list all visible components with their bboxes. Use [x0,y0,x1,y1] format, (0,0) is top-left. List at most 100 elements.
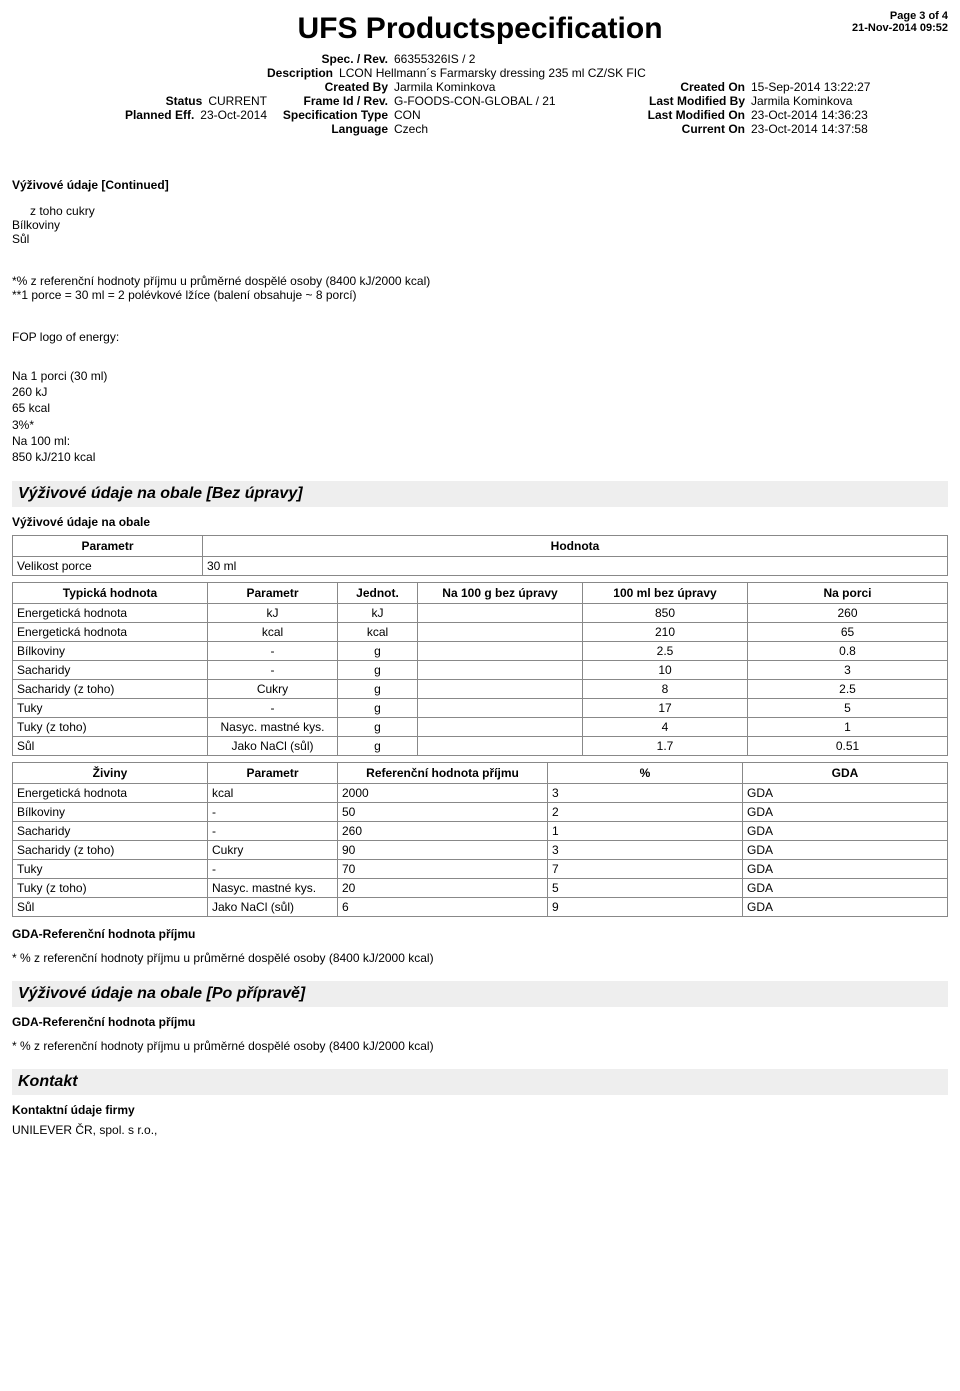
portion-size-table: Parametr Hodnota Velikost porce 30 ml [12,535,948,576]
table-cell: 70 [338,860,548,879]
table-cell: 1 [748,718,948,737]
table-cell: GDA [743,784,948,803]
section-heading-kontakt: Kontakt [12,1069,948,1095]
table-cell: Sacharidy (z toho) [13,841,208,860]
table-row: Sacharidy-g103 [13,661,948,680]
table-cell [418,623,583,642]
table-row: SůlJako NaCl (sůl)g1.70.51 [13,737,948,756]
table-cell: 2.5 [583,642,748,661]
table-cell: 9 [548,898,743,917]
body-line-1: z toho cukry [30,204,948,218]
table-cell: Energetická hodnota [13,784,208,803]
table-cell: Jako NaCl (sůl) [208,898,338,917]
page-title: UFS Productspecification [12,10,948,46]
table-cell: - [208,822,338,841]
created-on-label: Created On [637,80,749,94]
table-cell: Sacharidy [13,822,208,841]
table-cell: Nasyc. mastné kys. [208,718,338,737]
table-cell: 17 [583,699,748,718]
table-cell: 260 [748,604,948,623]
table-header: 100 ml bez úpravy [583,583,748,604]
table-row: Tuky (z toho)Nasyc. mastné kys.205GDA [13,879,948,898]
table-cell: g [338,699,418,718]
fop-line-6: 850 kJ/210 kcal [12,449,948,465]
table-cell: 50 [338,803,548,822]
table-row: Velikost porce 30 ml [13,557,948,576]
table-cell: 2000 [338,784,548,803]
table-cell: 2.5 [748,680,948,699]
reference-notes: *% z referenční hodnoty příjmu u průměrn… [12,274,948,302]
table-cell: 7 [548,860,743,879]
table-header: GDA [743,763,948,784]
table-cell: Energetická hodnota [13,623,208,642]
table-cell: 0.8 [748,642,948,661]
table-cell: GDA [743,879,948,898]
table-cell: GDA [743,860,948,879]
description-value: LCON Hellmann´s Farmarsky dressing 235 m… [337,66,646,80]
table-cell: g [338,718,418,737]
table-cell: Tuky (z toho) [13,718,208,737]
table-cell: 2 [548,803,743,822]
table-cell: Cukry [208,680,338,699]
table-cell: 5 [748,699,948,718]
table-cell: kcal [338,623,418,642]
portion-col-param: Parametr [13,536,203,557]
table-row: Energetická hodnotakJkJ850260 [13,604,948,623]
reference-note-1: *% z referenční hodnoty příjmu u průměrn… [12,274,948,288]
table-row: SůlJako NaCl (sůl)69GDA [13,898,948,917]
table-cell [418,737,583,756]
portion-row-value: 30 ml [203,557,948,576]
gda-note: * % z referenční hodnoty příjmu u průměr… [12,951,948,965]
table-row: Sacharidy (z toho)Cukry903GDA [13,841,948,860]
table-cell: Tuky (z toho) [13,879,208,898]
subheading-nutrition-onpack: Výživové údaje na obale [12,515,948,529]
table-cell: 0.51 [748,737,948,756]
table-header: Jednot. [338,583,418,604]
header-metadata: Spec. / Rev.66355326IS / 2 DescriptionLC… [12,52,948,136]
table-cell: g [338,661,418,680]
table-cell: 90 [338,841,548,860]
table-cell: 260 [338,822,548,841]
table-header: Referenční hodnota příjmu [338,763,548,784]
portion-col-value: Hodnota [203,536,948,557]
created-by-value: Jarmila Kominkova [392,80,495,94]
table-cell: GDA [743,841,948,860]
table-cell: GDA [743,822,948,841]
table-cell [418,718,583,737]
table-cell: Energetická hodnota [13,604,208,623]
current-on-label: Current On [637,122,749,136]
last-mod-on-label: Last Modified On [637,108,749,122]
fop-lines: Na 1 porci (30 ml) 260 kJ 65 kcal 3%* Na… [12,368,948,465]
table-cell: Sůl [13,737,208,756]
table-cell [418,661,583,680]
table-cell: - [208,699,338,718]
fop-line-2: 260 kJ [12,384,948,400]
table-cell: Tuky [13,860,208,879]
table-cell: Sůl [13,898,208,917]
language-label: Language [267,122,392,136]
table-cell: 65 [748,623,948,642]
table-cell: Nasyc. mastné kys. [208,879,338,898]
document-header: Page 3 of 4 21-Nov-2014 09:52 UFS Produc… [12,10,948,160]
table-cell [418,604,583,623]
table-row: Energetická hodnotakcalkcal21065 [13,623,948,642]
table-cell: GDA [743,898,948,917]
continued-heading: Výživové údaje [Continued] [12,178,948,192]
table-cell: 1 [548,822,743,841]
reference-intake-table: ŽivinyParametrReferenční hodnota příjmu%… [12,762,948,917]
fop-line-3: 65 kcal [12,400,948,416]
table-cell: 4 [583,718,748,737]
table-cell: Bílkoviny [13,803,208,822]
last-mod-on-value: 23-Oct-2014 14:36:23 [749,108,868,122]
planned-label: Planned Eff. [125,108,198,122]
table-cell: 6 [338,898,548,917]
table-cell [418,699,583,718]
table-cell: Bílkoviny [13,642,208,661]
table-header: Na porci [748,583,948,604]
table-row: Energetická hodnotakcal20003GDA [13,784,948,803]
kontakt-sub: Kontaktní údaje firmy [12,1103,948,1117]
description-label: Description [267,66,337,80]
fop-line-1: Na 1 porci (30 ml) [12,368,948,384]
table-cell: - [208,860,338,879]
body-line-3: Sůl [12,232,948,246]
